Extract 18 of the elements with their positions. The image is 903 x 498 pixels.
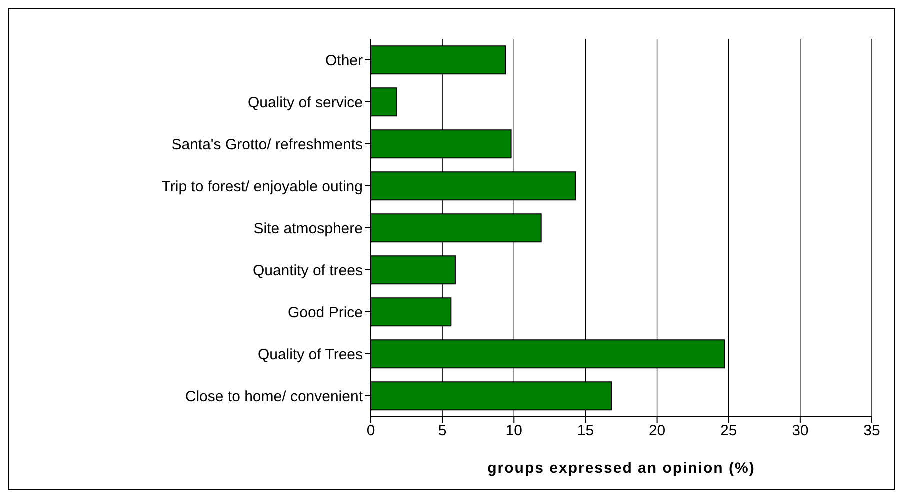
x-tick-label: 15 <box>577 422 594 440</box>
x-tick-label: 0 <box>366 422 376 440</box>
y-tick-label: Trip to forest/ enjoyable outing <box>162 178 363 196</box>
x-tick-label: 30 <box>792 422 809 440</box>
x-tick-label: 5 <box>438 422 447 440</box>
y-tick-label: Quality of service <box>248 94 363 112</box>
x-tick-label: 35 <box>864 422 880 440</box>
x-tick-label: 25 <box>720 422 738 440</box>
x-tick-label: 10 <box>506 422 522 440</box>
y-tick-label: Santa's Grotto/ refreshments <box>172 136 363 154</box>
y-tick-label: Site atmosphere <box>254 220 363 238</box>
y-tick-label: Quality of Trees <box>258 346 363 364</box>
x-axis-title: groups expressed an opinion (%) <box>488 460 756 477</box>
y-tick-label: Other <box>325 52 364 70</box>
x-tick-label: 20 <box>648 422 666 440</box>
y-tick-label: Good Price <box>288 304 363 322</box>
y-tick-label: Quantity of trees <box>252 262 363 280</box>
y-tick-label: Close to home/ convenient <box>185 388 364 406</box>
